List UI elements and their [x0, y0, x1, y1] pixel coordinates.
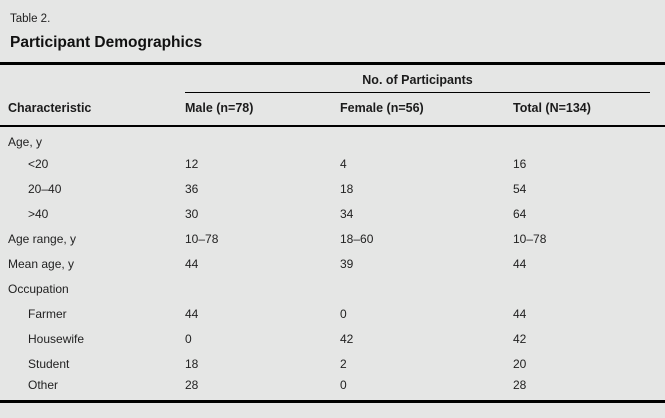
row-label: Mean age, y [8, 256, 75, 271]
col-header-characteristic: Characteristic [0, 93, 185, 127]
value-cell: 28 [513, 377, 527, 392]
table-row-occupation-section: Occupation [0, 276, 665, 301]
table-row-housewife: Housewife 0 42 42 [0, 326, 665, 351]
row-label: Housewife [28, 331, 85, 346]
value-cell: 42 [513, 331, 527, 346]
value-cell: 36 [185, 181, 199, 196]
value-cell: 44 [185, 306, 199, 321]
spanner-cell: No. of Participants [185, 64, 665, 93]
value-cell: 42 [340, 331, 354, 346]
table-number: Table 2. [10, 13, 51, 25]
value-cell: 28 [185, 377, 199, 392]
value-cell: 2 [340, 356, 347, 371]
value-cell: 54 [513, 181, 527, 196]
value-cell: 4 [340, 156, 347, 171]
value-cell [340, 126, 513, 151]
row-label: <20 [28, 156, 49, 171]
table-row-age-range: Age range, y 10–78 18–60 10–78 [0, 226, 665, 251]
value-cell: 39 [340, 256, 354, 271]
header-row: Characteristic Male (n=78) Female (n=56)… [0, 93, 665, 127]
table-row-other: Other 28 0 28 [0, 376, 665, 401]
value-cell: 16 [513, 156, 527, 171]
demographics-table: No. of Participants Characteristic Male … [0, 62, 665, 403]
row-label: >40 [28, 206, 49, 221]
value-cell: 34 [340, 206, 354, 221]
table-row-age-section: Age, y [0, 126, 665, 151]
value-cell [185, 126, 340, 151]
value-cell [513, 276, 665, 301]
table-row-age-under20: <20 12 4 16 [0, 151, 665, 176]
row-label: Age range, y [8, 231, 77, 246]
row-label: Occupation [8, 281, 69, 296]
value-cell: 18 [340, 181, 354, 196]
row-label: Student [28, 356, 70, 371]
value-cell: 30 [185, 206, 199, 221]
value-cell [513, 126, 665, 151]
value-cell: 0 [340, 306, 347, 321]
value-cell: 64 [513, 206, 527, 221]
col-header-female: Female (n=56) [340, 93, 513, 127]
table-title: Participant Demographics [10, 34, 203, 51]
table-row-student: Student 18 2 20 [0, 351, 665, 376]
value-cell: 44 [185, 256, 199, 271]
table-row-age-20-40: 20–40 36 18 54 [0, 176, 665, 201]
spanner-row: No. of Participants [0, 64, 665, 94]
value-cell: 18–60 [340, 231, 374, 246]
spanner-label: No. of Participants [185, 73, 650, 93]
table-caption: Table 2. Participant Demographics [0, 0, 665, 51]
value-cell: 10–78 [185, 231, 219, 246]
row-label: 20–40 [28, 181, 62, 196]
table-row-age-over40: >40 30 34 64 [0, 201, 665, 226]
value-cell: 10–78 [513, 231, 547, 246]
col-header-total: Total (N=134) [513, 93, 665, 127]
spanner-spacer-cell [0, 64, 185, 94]
value-cell: 0 [185, 331, 192, 346]
value-cell: 44 [513, 306, 527, 321]
table-row-farmer: Farmer 44 0 44 [0, 301, 665, 326]
row-label: Farmer [28, 306, 67, 321]
value-cell: 44 [513, 256, 527, 271]
col-header-male: Male (n=78) [185, 93, 340, 127]
value-cell: 12 [185, 156, 199, 171]
row-label: Age, y [8, 134, 43, 149]
value-cell: 20 [513, 356, 527, 371]
value-cell [340, 276, 513, 301]
table-row-mean-age: Mean age, y 44 39 44 [0, 251, 665, 276]
value-cell: 18 [185, 356, 199, 371]
row-label: Other [28, 377, 59, 392]
value-cell: 0 [340, 377, 347, 392]
value-cell [185, 276, 340, 301]
